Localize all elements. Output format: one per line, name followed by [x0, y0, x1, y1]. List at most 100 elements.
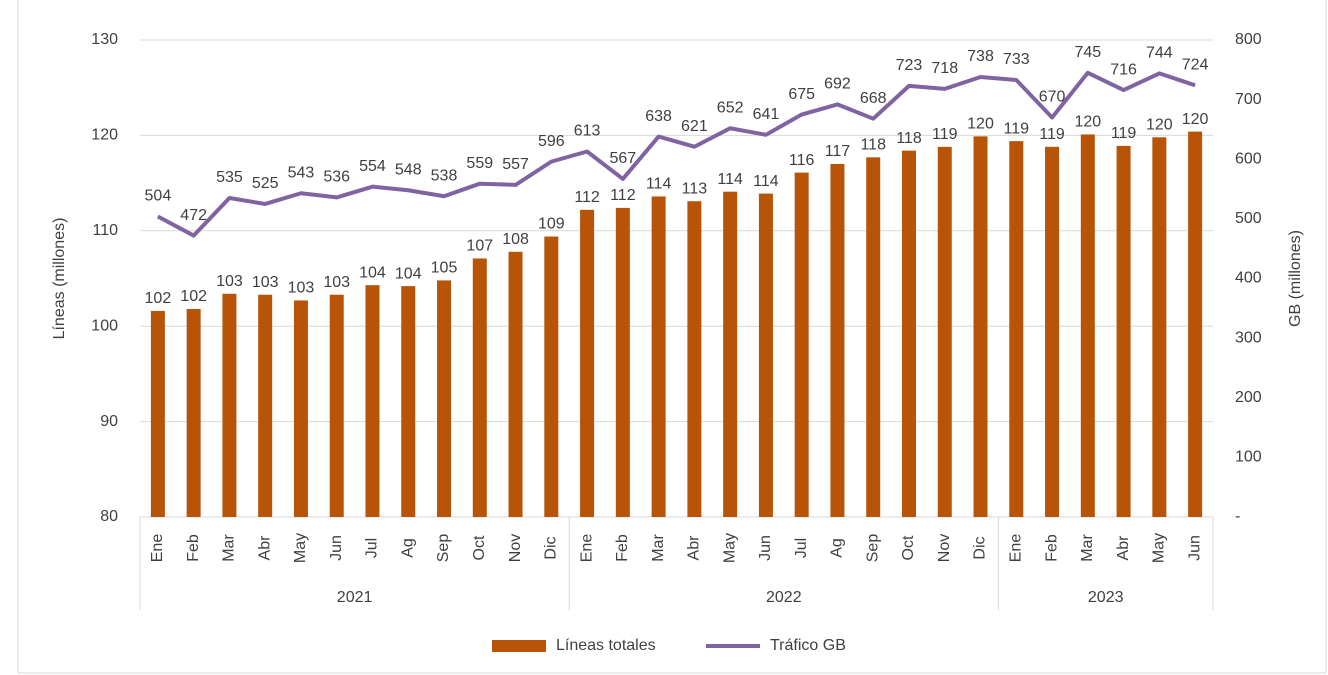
bar — [651, 196, 666, 517]
line-value-label: 744 — [1146, 45, 1173, 62]
bar-value-label: 102 — [145, 290, 172, 307]
bar — [580, 209, 595, 517]
x-tick-label: May — [721, 533, 738, 563]
group-label: 2021 — [337, 589, 373, 606]
line-value-label: 621 — [681, 118, 708, 135]
bar — [186, 309, 201, 517]
bar-value-label: 120 — [1146, 117, 1173, 134]
bar — [1188, 131, 1203, 518]
line-value-label: 675 — [788, 86, 815, 103]
bar-value-label: 114 — [753, 173, 779, 190]
bar-value-label: 114 — [717, 171, 743, 188]
bar-value-label: 104 — [359, 264, 386, 281]
bar — [615, 207, 630, 518]
bar-value-label: 116 — [789, 152, 815, 169]
y2-tick-label: 800 — [1235, 31, 1262, 48]
y2-tick-label: 400 — [1235, 270, 1262, 287]
bar — [544, 236, 559, 518]
bar-value-label: 120 — [1182, 111, 1209, 128]
line-value-label: 548 — [395, 161, 422, 178]
bar — [1152, 137, 1167, 518]
x-tick-label: Oct — [471, 535, 488, 560]
x-tick-label: Abr — [1115, 535, 1132, 561]
bar — [437, 280, 452, 517]
line-value-label: 638 — [645, 108, 672, 125]
bar-value-label: 112 — [574, 189, 600, 206]
bar — [687, 201, 702, 517]
x-tick-label: Jun — [757, 535, 774, 561]
line-value-label: 670 — [1039, 89, 1066, 106]
bar-value-label: 119 — [932, 126, 958, 143]
bar-value-label: 118 — [860, 137, 886, 154]
x-tick-label: Jun — [328, 535, 345, 561]
x-tick-label: May — [1151, 533, 1168, 563]
group-label: 2022 — [766, 589, 802, 606]
bar-value-label: 119 — [1039, 126, 1065, 143]
bar — [901, 150, 916, 517]
legend-label: Tráfico GB — [770, 637, 846, 654]
x-tick-label: Ene — [578, 534, 595, 563]
x-tick-label: Jul — [793, 538, 810, 558]
y2-tick-label: 500 — [1235, 210, 1262, 227]
y2-tick-label: 100 — [1235, 449, 1262, 466]
line-value-label: 554 — [359, 158, 386, 175]
bar — [1080, 134, 1095, 518]
y-tick-label: 110 — [92, 222, 118, 239]
bar-value-label: 103 — [216, 273, 243, 290]
bar-value-label: 108 — [502, 231, 529, 248]
y2-tick-label: 300 — [1235, 329, 1262, 346]
y2-tick-label: - — [1235, 508, 1240, 525]
bar — [365, 285, 380, 517]
bar-value-label: 103 — [323, 274, 350, 291]
line-value-label: 733 — [1003, 51, 1030, 68]
x-tick-label: Feb — [1043, 534, 1060, 562]
x-tick-label: Dic — [543, 536, 560, 559]
bar — [472, 258, 487, 517]
bar — [258, 294, 273, 517]
bar — [329, 294, 344, 517]
x-tick-label: Mar — [221, 534, 238, 562]
bar — [866, 157, 881, 518]
y-tick-label: 120 — [91, 127, 118, 144]
line-value-label: 718 — [931, 60, 958, 77]
y2-axis-title: GB (millones) — [1287, 230, 1304, 327]
legend-label: Líneas totales — [556, 637, 656, 654]
group-label: 2023 — [1088, 589, 1124, 606]
line-value-label: 543 — [288, 164, 315, 181]
bar — [973, 136, 988, 517]
bar — [723, 191, 738, 517]
x-tick-label: Sep — [435, 534, 452, 563]
bar — [1045, 146, 1060, 517]
y-tick-label: 100 — [91, 317, 118, 334]
bar-value-label: 119 — [1111, 125, 1137, 142]
line-value-label: 472 — [180, 207, 207, 224]
bar — [758, 193, 773, 517]
bar-value-label: 104 — [395, 265, 422, 282]
x-tick-label: Nov — [936, 534, 953, 562]
x-tick-label: May — [292, 533, 309, 563]
bar-value-label: 120 — [967, 116, 994, 133]
y-tick-label: 90 — [100, 413, 118, 430]
line-value-label: 641 — [753, 106, 780, 123]
line-value-label: 724 — [1182, 57, 1209, 74]
legend-swatch — [492, 640, 546, 652]
bar — [401, 286, 416, 517]
y2-tick-label: 200 — [1235, 389, 1262, 406]
line-value-label: 723 — [896, 57, 923, 74]
line-value-label: 668 — [860, 90, 887, 107]
bar-value-label: 109 — [538, 216, 565, 233]
bar — [508, 251, 523, 517]
line-value-label: 536 — [323, 169, 350, 186]
x-tick-label: Mar — [1079, 534, 1096, 562]
line-value-label: 559 — [466, 155, 493, 172]
x-tick-label: Oct — [900, 535, 917, 560]
bar — [222, 293, 237, 517]
bar-value-label: 117 — [825, 143, 851, 160]
x-tick-label: Abr — [256, 535, 273, 561]
bar — [293, 300, 308, 517]
x-tick-label: Abr — [686, 535, 703, 561]
line-value-label: 567 — [609, 150, 636, 167]
x-tick-label: Ene — [1008, 534, 1025, 563]
line — [156, 70, 1196, 238]
line-value-label: 535 — [216, 169, 243, 186]
